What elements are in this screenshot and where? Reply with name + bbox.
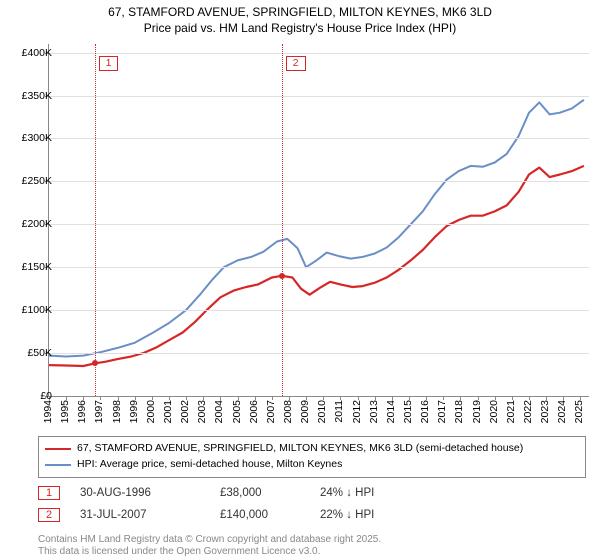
sale-pct-2: 22% ↓ HPI [320, 509, 586, 521]
sale-price-2: £140,000 [220, 509, 320, 521]
title-line1: 67, STAMFORD AVENUE, SPRINGFIELD, MILTON… [8, 4, 592, 20]
y-axis-label: £200K [8, 218, 52, 230]
sale-date-2: 31-JUL-2007 [80, 509, 220, 521]
legend-label-price: 67, STAMFORD AVENUE, SPRINGFIELD, MILTON… [77, 441, 523, 457]
footer-line1: Contains HM Land Registry data © Crown c… [38, 534, 381, 546]
x-axis-label: 1997 [93, 400, 105, 423]
legend-item-price: 67, STAMFORD AVENUE, SPRINGFIELD, MILTON… [45, 441, 579, 457]
footer-line2: This data is licensed under the Open Gov… [38, 546, 381, 558]
y-axis-label: £150K [8, 261, 52, 273]
y-axis-label: £250K [8, 175, 52, 187]
gridline [49, 53, 589, 54]
sale-row-1: 1 30-AUG-1996 £38,000 24% ↓ HPI [38, 486, 586, 500]
y-axis-label: £350K [8, 90, 52, 102]
gridline [49, 267, 589, 268]
x-axis-label: 1998 [111, 400, 123, 423]
chart-container: 67, STAMFORD AVENUE, SPRINGFIELD, MILTON… [0, 0, 600, 560]
x-axis-label: 2013 [368, 400, 380, 423]
x-axis-label: 2009 [299, 400, 311, 423]
legend: 67, STAMFORD AVENUE, SPRINGFIELD, MILTON… [38, 436, 586, 478]
marker-box: 2 [286, 56, 306, 71]
sale-marker-2: 2 [38, 508, 60, 522]
gridline [49, 224, 589, 225]
y-axis-label: £400K [8, 47, 52, 59]
x-axis-label: 2023 [539, 400, 551, 423]
sale-row-2: 2 31-JUL-2007 £140,000 22% ↓ HPI [38, 508, 586, 522]
gridline [49, 138, 589, 139]
gridline [49, 96, 589, 97]
marker-line [282, 44, 283, 396]
series-price_paid [49, 166, 584, 366]
legend-swatch-red [45, 448, 71, 450]
x-axis-label: 2001 [162, 400, 174, 423]
footer: Contains HM Land Registry data © Crown c… [38, 534, 381, 558]
x-axis-label: 2005 [231, 400, 243, 423]
marker-box: 1 [99, 56, 119, 71]
x-axis-label: 1994 [42, 400, 54, 423]
x-axis-label: 2014 [385, 400, 397, 423]
legend-swatch-blue [45, 464, 71, 466]
x-axis-label: 2012 [351, 400, 363, 423]
y-axis-label: £300K [8, 132, 52, 144]
x-axis-label: 2002 [179, 400, 191, 423]
title-line2: Price paid vs. HM Land Registry's House … [8, 20, 592, 36]
sale-marker-1: 1 [38, 486, 60, 500]
x-axis-label: 2003 [196, 400, 208, 423]
x-axis-label: 2017 [436, 400, 448, 423]
sale-pct-1: 24% ↓ HPI [320, 487, 586, 499]
legend-label-hpi: HPI: Average price, semi-detached house,… [77, 457, 342, 473]
legend-item-hpi: HPI: Average price, semi-detached house,… [45, 457, 579, 473]
sale-price-1: £38,000 [220, 487, 320, 499]
x-axis-label: 2008 [282, 400, 294, 423]
x-axis-label: 1996 [76, 400, 88, 423]
gridline [49, 310, 589, 311]
y-axis-label: £100K [8, 304, 52, 316]
x-axis-label: 2000 [145, 400, 157, 423]
x-axis-label: 2020 [488, 400, 500, 423]
chart-title: 67, STAMFORD AVENUE, SPRINGFIELD, MILTON… [0, 0, 600, 38]
x-axis-label: 2018 [453, 400, 465, 423]
chart-lines [49, 44, 589, 396]
gridline [49, 353, 589, 354]
x-axis-label: 2011 [333, 400, 345, 423]
gridline [49, 181, 589, 182]
x-axis-label: 1995 [59, 400, 71, 423]
x-axis-label: 2006 [248, 400, 260, 423]
plot-area: 12 [48, 44, 589, 397]
x-axis-label: 2016 [419, 400, 431, 423]
x-axis-label: 2007 [265, 400, 277, 423]
y-axis-label: £50K [8, 347, 52, 359]
x-axis-label: 2004 [213, 400, 225, 423]
x-axis-label: 2010 [316, 400, 328, 423]
x-axis-label: 2022 [522, 400, 534, 423]
x-axis-label: 2025 [573, 400, 585, 423]
x-axis-label: 1999 [128, 400, 140, 423]
marker-line [95, 44, 96, 396]
x-axis-label: 2015 [402, 400, 414, 423]
marker-point [92, 360, 98, 366]
x-axis-label: 2024 [556, 400, 568, 423]
sale-date-1: 30-AUG-1996 [80, 487, 220, 499]
x-axis-label: 2019 [471, 400, 483, 423]
marker-point [279, 273, 285, 279]
x-axis-label: 2021 [505, 400, 517, 423]
